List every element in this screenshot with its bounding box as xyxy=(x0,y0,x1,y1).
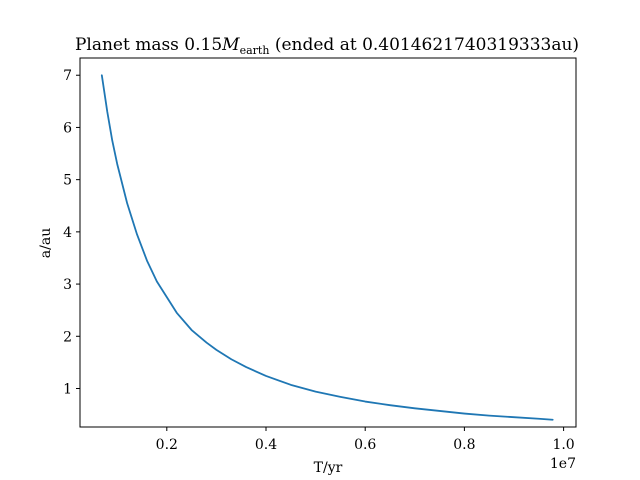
x-offset-label: 1e7 xyxy=(550,456,576,472)
x-tick-label: 0.8 xyxy=(453,437,475,453)
y-tick-label: 2 xyxy=(63,329,72,345)
x-axis-label: T/yr xyxy=(314,460,343,476)
series-line xyxy=(100,74,554,421)
y-tick-label: 1 xyxy=(63,381,72,397)
x-tick-label: 1.0 xyxy=(552,437,574,453)
y-axis-ticks: 1 2 3 4 5 6 7 xyxy=(63,68,80,397)
x-tick-label: 0.6 xyxy=(354,437,376,453)
x-tick-label: 0.4 xyxy=(255,437,277,453)
y-axis-label: a/au xyxy=(38,228,54,258)
y-tick-label: 5 xyxy=(63,173,72,189)
y-tick-label: 4 xyxy=(63,225,72,241)
series-layer xyxy=(100,74,554,421)
chart-title: Planet mass 0.15Mearth (ended at 0.40146… xyxy=(75,35,579,57)
x-tick-label: 0.2 xyxy=(156,437,178,453)
y-tick-label: 6 xyxy=(63,120,72,136)
plot-frame xyxy=(79,57,577,428)
y-tick-label: 3 xyxy=(63,277,72,293)
y-tick-label: 7 xyxy=(63,68,72,84)
x-axis-ticks: 0.2 0.4 0.6 0.8 1.0 xyxy=(156,427,575,453)
